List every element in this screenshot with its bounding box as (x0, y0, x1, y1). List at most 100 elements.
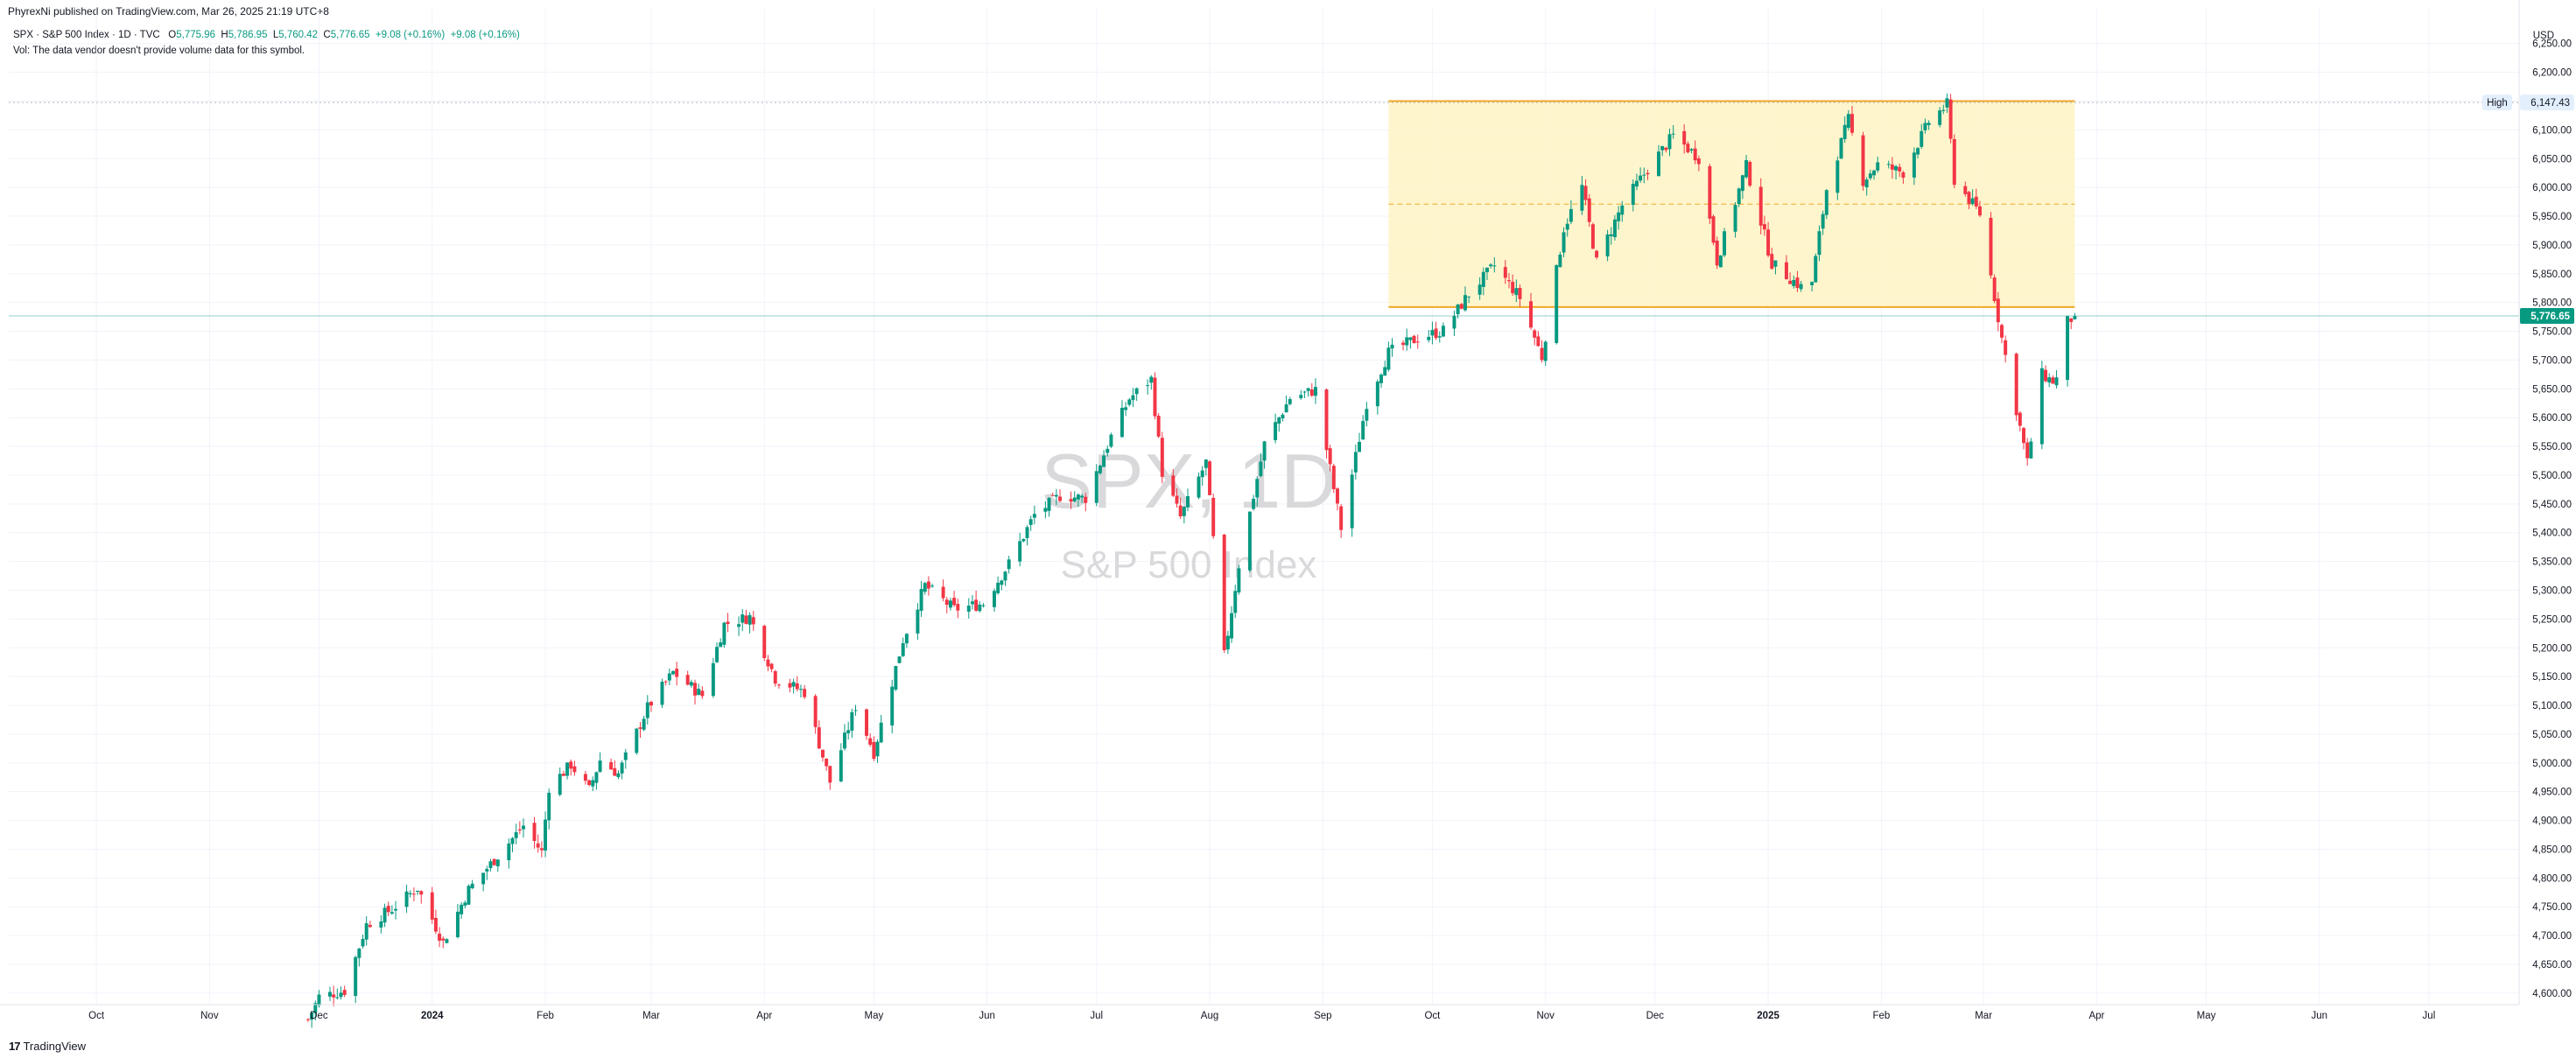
candle-body (609, 761, 614, 770)
candle-body (1124, 407, 1128, 410)
candle-body (1923, 123, 1927, 130)
candle-body (1383, 367, 1387, 376)
candle-body (532, 823, 537, 841)
candle-body (2025, 442, 2030, 459)
last-price-badge (2520, 308, 2574, 325)
candle-body (1463, 295, 1467, 311)
candle-body (769, 663, 774, 669)
price-tick-label: 5,100.00 (2532, 701, 2572, 711)
price-axis[interactable]: USD6,250.006,200.006,150.006,100.006,050… (2518, 0, 2574, 1005)
candle-body (1792, 280, 1796, 286)
candle-body (445, 939, 449, 943)
time-tick-label: Dec (1646, 1011, 1665, 1021)
candle-body (1365, 409, 1369, 421)
candle-body (1028, 519, 1033, 525)
candle-body (1817, 231, 1821, 256)
last-price-line: High (9, 95, 2519, 317)
candle-body (470, 883, 474, 888)
candle-body (1872, 170, 1877, 176)
time-tick-label: Dec (310, 1011, 328, 1021)
candle-body (1660, 146, 1665, 151)
candle-body (970, 601, 974, 605)
candle-body (923, 583, 927, 592)
price-tick-label: 4,700.00 (2532, 931, 2572, 942)
time-tick-label: May (864, 1011, 883, 1021)
candle-body (616, 773, 621, 777)
candle-body (635, 728, 639, 753)
time-tick-label: Nov (200, 1011, 219, 1021)
change-value-2: +9.08 (+0.16%) (450, 30, 520, 40)
candle-body (798, 689, 803, 690)
candle-body (1000, 580, 1004, 585)
candle-body (1328, 448, 1332, 465)
candle-body (773, 670, 777, 684)
candle-body (1277, 417, 1281, 424)
candle-body (591, 780, 595, 787)
price-tick-label: 5,600.00 (2532, 413, 2572, 424)
candle-body (1876, 162, 1880, 171)
currency-label: USD (2533, 31, 2554, 41)
candle-body (1021, 538, 1026, 542)
candle-body (1489, 264, 1493, 267)
candle-body (510, 837, 515, 844)
candle-body (1711, 216, 1716, 243)
candle-body (663, 681, 668, 683)
time-tick-label: Mar (642, 1011, 660, 1021)
candle-body (1814, 256, 1818, 283)
candle-body (1689, 149, 1694, 151)
candle-body (1620, 205, 1625, 215)
candle-body (1047, 498, 1051, 511)
candle-body (544, 819, 548, 851)
candle-body (1733, 205, 1737, 232)
candle-body (390, 912, 394, 914)
time-axis[interactable]: Oct Nov Dec 2024 Feb Mar Apr May Jun Jul Aug Sep Oct… (0, 1004, 2519, 1021)
symbol-watermark: SPX, 1D S&P 500 Index (1041, 438, 1336, 586)
candle-body (342, 990, 347, 995)
candle-body (1467, 296, 1471, 298)
candle-body (1072, 497, 1077, 502)
tradingview-logo[interactable]: 17 TradingView (9, 1040, 86, 1053)
candle-body (744, 615, 748, 624)
candle-body (776, 684, 781, 686)
candle-body (1631, 184, 1635, 205)
candle-body (1723, 231, 1727, 256)
candle-body (675, 669, 679, 677)
candle-body (645, 702, 649, 718)
tradingview-logo-icon: 17 (9, 1040, 21, 1053)
candle-body (1609, 234, 1613, 236)
price-tick-label: 5,650.00 (2532, 384, 2572, 395)
candle-body (993, 591, 996, 607)
candle-body (1178, 505, 1183, 517)
candle-body (620, 762, 624, 774)
candle-body (583, 774, 587, 781)
candle-body (1617, 212, 1621, 221)
high-price-value: 6,147.43 (2530, 98, 2570, 109)
candle-body (1912, 152, 1916, 178)
low-label: L (272, 30, 279, 40)
candle-body (667, 673, 671, 681)
candle-body (1977, 206, 1982, 216)
candle-body (791, 682, 796, 687)
symbol-title[interactable]: SPX · S&P 500 Index · 1D · TVC (13, 30, 160, 40)
candle-body (416, 890, 420, 893)
candle-body (894, 666, 898, 690)
candle-body (1642, 174, 1646, 176)
candle-body (1274, 422, 1278, 440)
high-marker-label: High (2487, 98, 2508, 109)
candle-body (1485, 267, 1489, 272)
candle-body (1288, 399, 1292, 404)
candle-body (1569, 208, 1573, 222)
candle-body (897, 656, 902, 663)
candle-body (1452, 316, 1456, 329)
time-tick-label: Apr (756, 1011, 772, 1021)
candle-body (455, 911, 460, 937)
candle-body (1864, 179, 1869, 188)
candle-body (317, 994, 321, 1006)
candle-body (1989, 217, 1993, 276)
candle-body (803, 689, 807, 697)
price-range-box[interactable] (1388, 100, 2075, 308)
price-tick-label: 5,500.00 (2532, 471, 2572, 481)
candle-body (1456, 304, 1460, 315)
candle-body (2004, 340, 2008, 355)
